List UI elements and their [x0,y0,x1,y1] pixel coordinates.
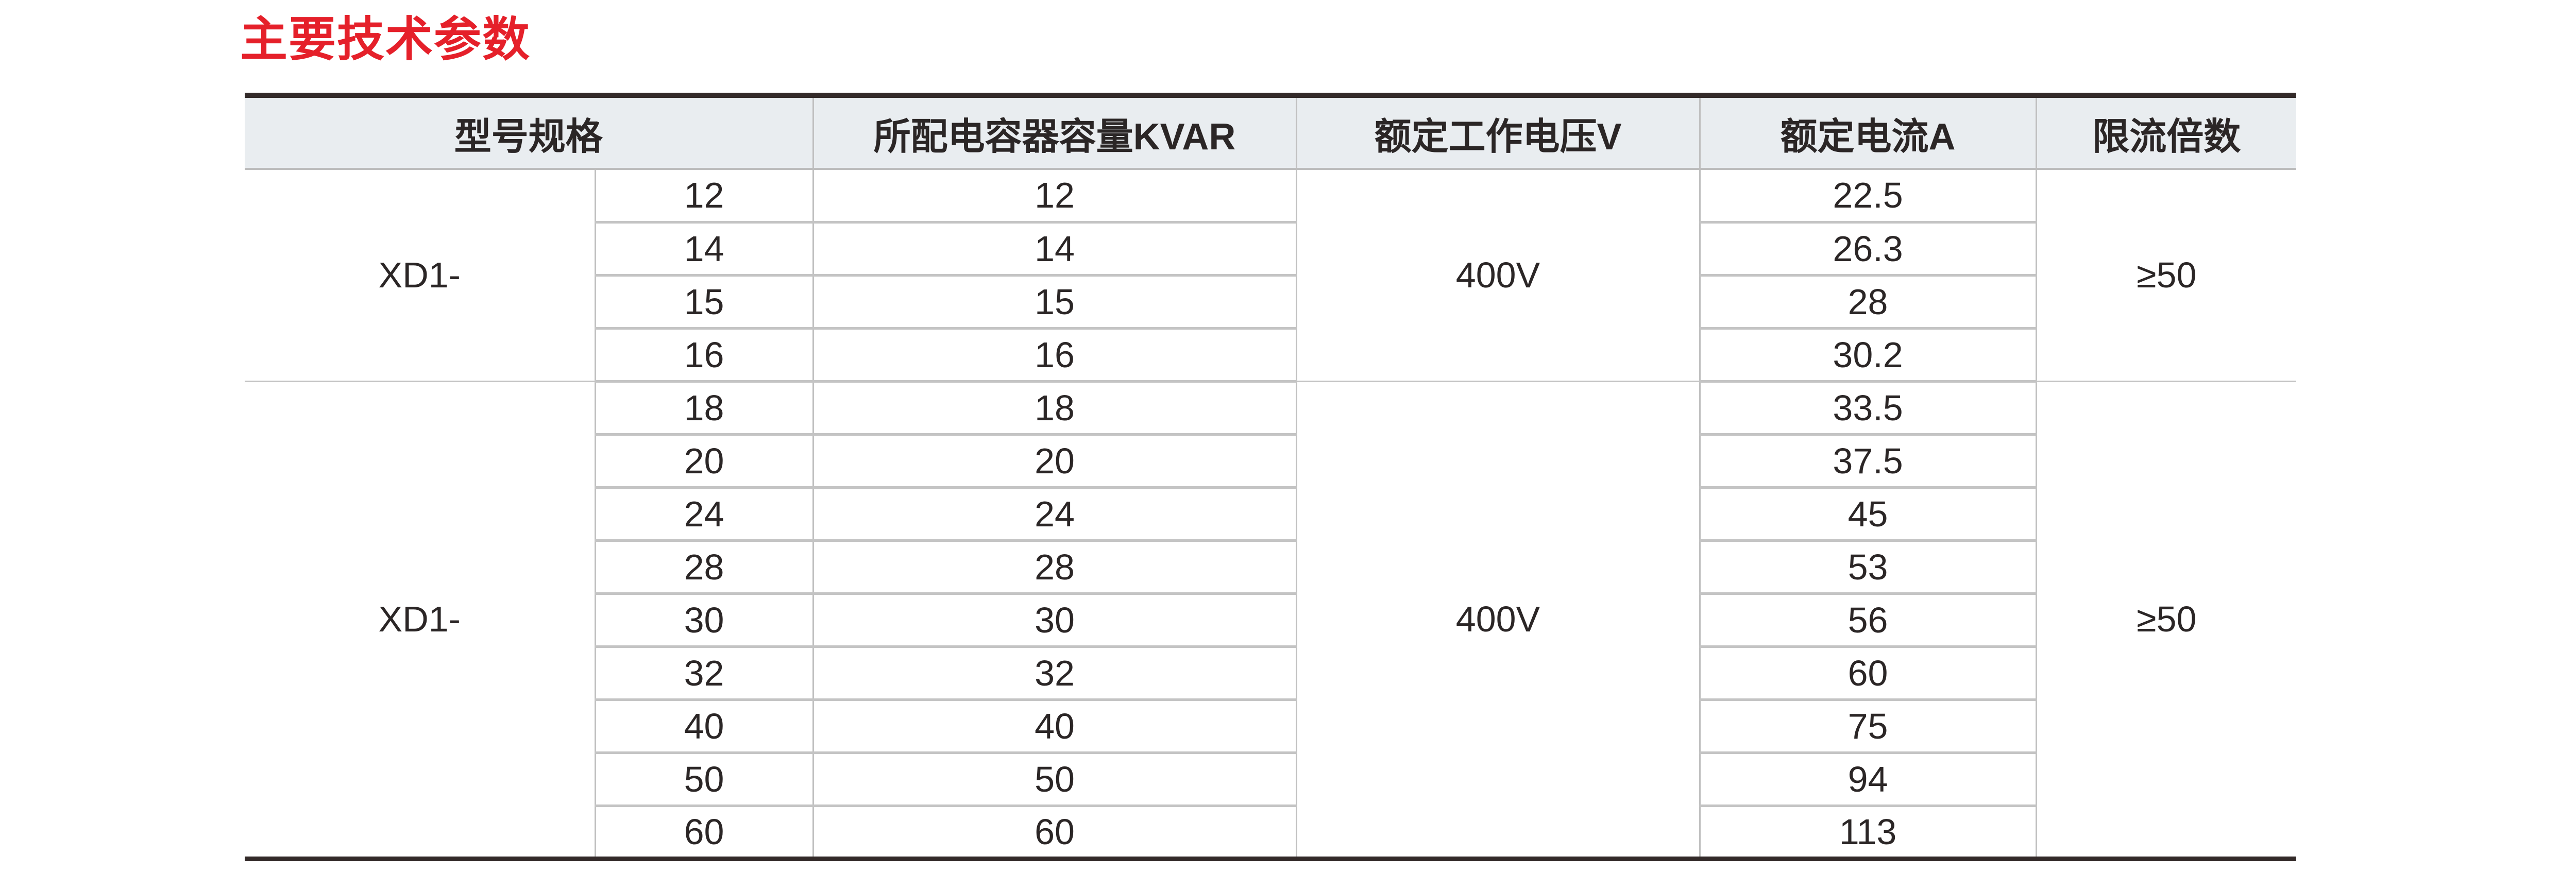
voltage-cell: 400V [1295,381,1700,861]
capacity-cell: 12 [812,169,1297,224]
model-cell: XD1- [245,169,595,382]
spec-cell: 28 [594,540,814,595]
section-title: 主要技术参数 [240,13,531,66]
current-cell: 33.5 [1699,381,2037,436]
capacity-cell: 32 [812,646,1297,701]
current-cell: 60 [1699,646,2037,701]
spec-cell: 20 [594,434,814,489]
table-row: XD1- 18 18 400V 33.5 ≥50 [245,381,2297,861]
ratio-cell: ≥50 [2035,381,2297,861]
current-cell: 75 [1699,699,2037,754]
current-cell: 37.5 [1699,434,2037,489]
current-cell: 30.2 [1699,328,2037,383]
capacity-cell: 24 [812,487,1297,542]
header-current: 额定电流A [1699,93,2037,170]
spec-cell: 50 [594,752,814,807]
table-row: 32 32 60 [245,646,2296,701]
table-row: 14 14 26.3 [245,222,2296,277]
spec-cell: 40 [594,699,814,754]
spec-cell: 16 [594,328,814,383]
header-capacity: 所配电容器容量KVAR [812,93,1297,170]
spec-cell: 30 [594,593,814,648]
spec-cell: 18 [594,381,814,436]
header-ratio: 限流倍数 [2035,93,2297,170]
capacity-cell: 16 [812,328,1297,383]
current-cell: 22.5 [1699,169,2037,224]
table-header-row: 型号规格 所配电容器容量KVAR 额定工作电压V 额定电流A 限流倍数 [245,93,2297,170]
table-row: 24 24 45 [245,487,2296,542]
capacity-cell: 60 [812,806,1297,861]
spec-cell: 32 [594,646,814,701]
current-cell: 113 [1699,806,2037,861]
table-row: 15 15 28 [245,275,2296,330]
current-cell: 94 [1699,752,2037,807]
table-row: 28 28 53 [245,540,2296,595]
header-voltage: 额定工作电压V [1295,93,1700,170]
spec-cell: 24 [594,487,814,542]
header-model: 型号规格 [245,93,814,170]
capacity-cell: 30 [812,593,1297,648]
capacity-cell: 15 [812,275,1297,330]
capacity-cell: 18 [812,381,1297,436]
capacity-cell: 50 [812,752,1297,807]
table-row: 50 50 94 [245,752,2296,807]
table-row: 20 20 37.5 [245,434,2296,489]
model-cell: XD1- [245,381,595,861]
capacity-cell: 14 [812,222,1297,277]
current-cell: 56 [1699,593,2037,648]
table-row: 40 40 75 [245,699,2296,754]
current-cell: 28 [1699,275,2037,330]
spec-cell: 14 [594,222,814,277]
current-cell: 26.3 [1699,222,2037,277]
capacity-cell: 40 [812,699,1297,754]
capacity-cell: 20 [812,434,1297,489]
current-cell: 45 [1699,487,2037,542]
parameters-table: 型号规格 所配电容器容量KVAR 额定工作电压V 额定电流A 限流倍数 XD1-… [245,93,2297,861]
table-row: XD1- 12 12 400V 22.5 ≥50 [245,169,2297,382]
spec-cell: 15 [594,275,814,330]
table-row: 16 16 30.2 [245,328,2296,383]
table-row: 30 30 56 [245,593,2296,648]
spec-cell: 12 [594,169,814,224]
current-cell: 53 [1699,540,2037,595]
voltage-cell: 400V [1295,169,1700,382]
ratio-cell: ≥50 [2035,169,2297,382]
capacity-cell: 28 [812,540,1297,595]
table-row: 60 60 113 [245,806,2296,861]
spec-cell: 60 [594,806,814,861]
